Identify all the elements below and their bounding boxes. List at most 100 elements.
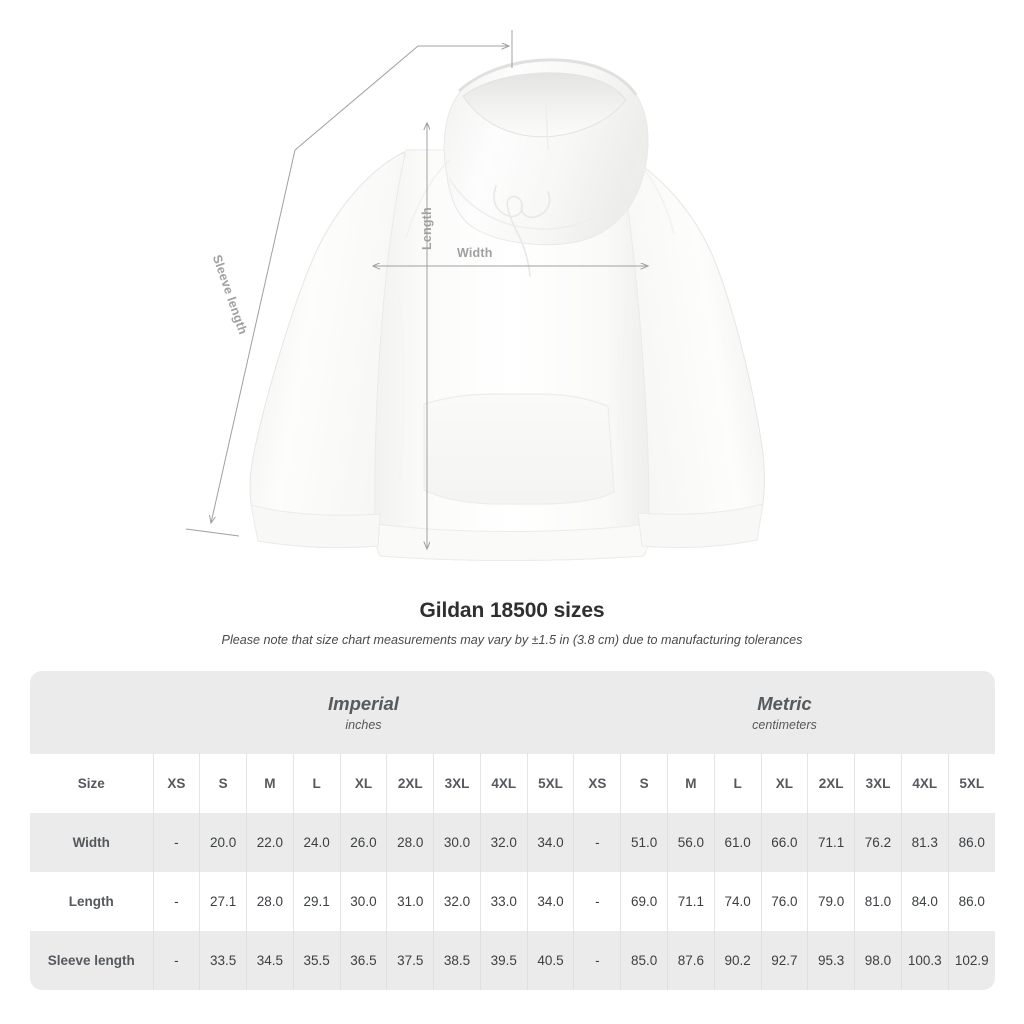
cell-length-metric-l: 74.0	[714, 872, 762, 931]
size-header-metric-5xl: 5XL	[948, 754, 995, 813]
cell-sleeve-length-imperial-2xl: 37.5	[386, 931, 435, 990]
cell-width-imperial-2xl: 28.0	[386, 813, 435, 872]
cell-width-imperial-xl: 26.0	[340, 813, 388, 872]
cell-sleeve-length-imperial-l: 35.5	[293, 931, 341, 990]
cell-width-imperial-m: 22.0	[246, 813, 294, 872]
cell-length-metric-xs: -	[573, 872, 622, 931]
size-header-metric-4xl: 4XL	[901, 754, 949, 813]
size-header-imperial-s: S	[199, 754, 248, 813]
cell-length-imperial-5xl: 34.0	[527, 872, 575, 931]
size-chart-table: Imperial inches Metric centimeters Size XS S M L…	[30, 671, 995, 990]
cell-sleeve-length-imperial-xs: -	[153, 931, 201, 990]
cell-sleeve-length-metric-xl: 92.7	[761, 931, 809, 990]
table-row: Length -27.1 28.0 29.1 30.0 31.0 32.0 33.0 34.0-…	[30, 872, 995, 931]
unit-banner-spacer	[30, 671, 153, 754]
size-header-metric-3xl: 3XL	[854, 754, 902, 813]
cell-width-metric-m: 56.0	[667, 813, 715, 872]
hoodie-neckline	[448, 151, 641, 230]
size-chart-table-container: Imperial inches Metric centimeters Size XS S M L…	[30, 671, 995, 990]
hoodie-kangaroo-pocket	[423, 393, 615, 505]
size-header-metric-xl: XL	[761, 754, 809, 813]
cell-sleeve-length-imperial-5xl: 40.5	[527, 931, 575, 990]
cell-width-imperial-4xl: 32.0	[480, 813, 528, 872]
measurement-label-length: Length	[30, 872, 154, 931]
cell-width-metric-xs: -	[573, 813, 622, 872]
cell-length-metric-5xl: 86.0	[948, 872, 995, 931]
cell-sleeve-length-metric-2xl: 95.3	[807, 931, 856, 990]
cell-sleeve-length-imperial-xl: 36.5	[340, 931, 388, 990]
cell-width-imperial-5xl: 34.0	[527, 813, 575, 872]
hoodie-hood-opening	[462, 72, 627, 138]
tolerance-note: Please note that size chart measurements…	[221, 633, 803, 647]
hoodie-illustration	[185, 30, 765, 561]
cell-length-imperial-m: 28.0	[246, 872, 294, 931]
cell-length-metric-s: 69.0	[620, 872, 668, 931]
hoodie-left-cuff	[250, 504, 381, 549]
size-column-header: Size	[30, 754, 154, 813]
hoodie-drawstring-left	[493, 185, 531, 277]
unit-group-metric: Metric centimeters	[573, 671, 995, 754]
cell-width-metric-s: 51.0	[620, 813, 668, 872]
measurement-label-sleeve-length: Sleeve length	[30, 931, 154, 990]
cell-sleeve-length-metric-m: 87.6	[667, 931, 715, 990]
cell-length-imperial-3xl: 32.0	[433, 872, 481, 931]
size-header-metric-m: M	[667, 754, 715, 813]
size-header-imperial-l: L	[293, 754, 341, 813]
unit-group-title: Imperial	[328, 692, 399, 714]
sleeve-leader-upper	[294, 45, 419, 151]
size-header-metric-xs: XS	[573, 754, 622, 813]
cell-width-imperial-l: 24.0	[293, 813, 341, 872]
size-header-metric-2xl: 2XL	[807, 754, 856, 813]
size-header-imperial-3xl: 3XL	[433, 754, 481, 813]
cell-sleeve-length-imperial-s: 33.5	[199, 931, 248, 990]
cell-length-imperial-xs: -	[153, 872, 201, 931]
cell-sleeve-length-metric-xs: -	[573, 931, 622, 990]
cell-sleeve-length-metric-3xl: 98.0	[854, 931, 902, 990]
cell-width-metric-3xl: 76.2	[854, 813, 902, 872]
table-row: Width -20.0 22.0 24.0 26.0 28.0 30.0 32.0 34.0-5…	[30, 813, 995, 872]
size-header-imperial-m: M	[246, 754, 294, 813]
cell-length-imperial-xl: 30.0	[340, 872, 388, 931]
size-header-row: Size XS S M L XL 2XL 3XL 4XL 5XL XS S M L XL 2XL 3XL 4XL 5…	[30, 754, 995, 813]
garment-diagram: Width Length Sleeve length	[185, 30, 765, 561]
cell-width-metric-4xl: 81.3	[901, 813, 949, 872]
unit-group-title: Metric	[757, 692, 812, 714]
unit-group-subtitle: inches	[345, 717, 382, 732]
cell-length-imperial-4xl: 33.0	[480, 872, 528, 931]
sleeve-end-tick	[185, 528, 240, 537]
size-header-imperial-5xl: 5XL	[527, 754, 575, 813]
cell-length-metric-xl: 76.0	[761, 872, 809, 931]
measurement-label-width: Width	[30, 813, 154, 872]
cell-width-metric-l: 61.0	[714, 813, 762, 872]
cell-width-metric-2xl: 71.1	[807, 813, 856, 872]
cell-width-metric-5xl: 86.0	[948, 813, 995, 872]
cell-length-metric-m: 71.1	[667, 872, 715, 931]
hoodie-right-shoulder-seam	[635, 159, 675, 235]
size-header-imperial-2xl: 2XL	[386, 754, 435, 813]
hoodie-hood-rib	[457, 58, 638, 96]
cell-length-imperial-s: 27.1	[199, 872, 248, 931]
hoodie-fold-2	[622, 299, 627, 483]
title-block: Gildan 18500 sizes Please note that size…	[0, 598, 1024, 648]
cell-sleeve-length-metric-l: 90.2	[714, 931, 762, 990]
cell-length-metric-4xl: 84.0	[901, 872, 949, 931]
cell-sleeve-length-metric-s: 85.0	[620, 931, 668, 990]
length-dimension-label: Length	[420, 207, 434, 250]
cell-length-imperial-2xl: 31.0	[386, 872, 435, 931]
cell-width-metric-xl: 66.0	[761, 813, 809, 872]
hoodie-fold-1	[399, 299, 404, 481]
size-header-metric-l: L	[714, 754, 762, 813]
cell-sleeve-length-metric-4xl: 100.3	[901, 931, 949, 990]
size-header-imperial-4xl: 4XL	[480, 754, 528, 813]
unit-group-subtitle: centimeters	[752, 717, 817, 732]
size-header-imperial-xl: XL	[340, 754, 388, 813]
hoodie-hem-rib	[375, 523, 649, 561]
cell-width-imperial-xs: -	[153, 813, 201, 872]
size-header-imperial-xs: XS	[153, 754, 201, 813]
width-dimension-label: Width	[457, 246, 493, 260]
cell-sleeve-length-metric-5xl: 102.9	[948, 931, 995, 990]
table-row: Sleeve length -33.5 34.5 35.5 36.5 37.5 38.5 39…	[30, 931, 995, 990]
cell-length-metric-3xl: 81.0	[854, 872, 902, 931]
unit-banner-row: Imperial inches Metric centimeters	[30, 671, 995, 754]
cell-sleeve-length-imperial-m: 34.5	[246, 931, 294, 990]
